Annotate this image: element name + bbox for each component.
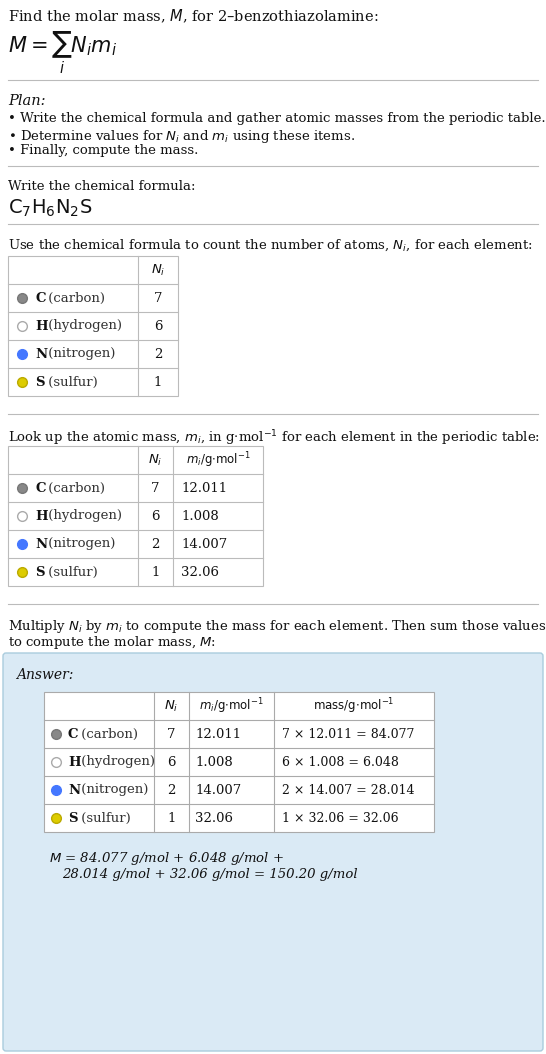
Text: $N_i$: $N_i$ xyxy=(149,452,163,468)
Text: (sulfur): (sulfur) xyxy=(44,375,98,389)
Text: $M = \sum_i N_i m_i$: $M = \sum_i N_i m_i$ xyxy=(8,30,117,76)
Text: 14.007: 14.007 xyxy=(195,783,241,797)
Text: • Finally, compute the mass.: • Finally, compute the mass. xyxy=(8,144,198,157)
Text: 6: 6 xyxy=(167,756,176,768)
Text: Multiply $N_i$ by $m_i$ to compute the mass for each element. Then sum those val: Multiply $N_i$ by $m_i$ to compute the m… xyxy=(8,618,546,635)
Text: 7: 7 xyxy=(167,727,176,741)
Bar xyxy=(8,446,263,586)
Bar xyxy=(8,256,178,396)
Text: Find the molar mass, $M$, for 2–benzothiazolamine:: Find the molar mass, $M$, for 2–benzothi… xyxy=(8,8,378,25)
Text: $N_i$: $N_i$ xyxy=(151,262,165,277)
Text: 12.011: 12.011 xyxy=(181,482,227,494)
Text: 12.011: 12.011 xyxy=(195,727,241,741)
Text: C: C xyxy=(35,292,45,305)
Text: 28.014 g/mol + 32.06 g/mol = 150.20 g/mol: 28.014 g/mol + 32.06 g/mol = 150.20 g/mo… xyxy=(62,868,358,881)
Text: 2: 2 xyxy=(151,538,159,550)
Text: (sulfur): (sulfur) xyxy=(77,812,130,824)
Text: mass/g$\cdot$mol$^{-1}$: mass/g$\cdot$mol$^{-1}$ xyxy=(313,697,395,716)
Text: 2: 2 xyxy=(154,348,162,360)
Text: 1: 1 xyxy=(167,812,176,824)
Text: Plan:: Plan: xyxy=(8,94,45,108)
Text: Answer:: Answer: xyxy=(16,668,73,682)
Text: 2: 2 xyxy=(167,783,176,797)
Text: 2 × 14.007 = 28.014: 2 × 14.007 = 28.014 xyxy=(282,783,414,797)
Text: H: H xyxy=(35,319,48,332)
Text: C: C xyxy=(35,482,45,494)
Text: C: C xyxy=(68,727,79,741)
Text: $\mathsf{C_7H_6N_2S}$: $\mathsf{C_7H_6N_2S}$ xyxy=(8,198,92,219)
Text: 1: 1 xyxy=(154,375,162,389)
Text: H: H xyxy=(35,509,48,523)
Text: 7: 7 xyxy=(154,292,162,305)
Text: to compute the molar mass, $M$:: to compute the molar mass, $M$: xyxy=(8,635,216,651)
Text: 1.008: 1.008 xyxy=(195,756,233,768)
Text: (hydrogen): (hydrogen) xyxy=(44,509,122,523)
Text: N: N xyxy=(68,783,80,797)
Text: 7 × 12.011 = 84.077: 7 × 12.011 = 84.077 xyxy=(282,727,414,741)
Text: 1.008: 1.008 xyxy=(181,509,219,523)
Text: Look up the atomic mass, $m_i$, in g$\cdot$mol$^{-1}$ for each element in the pe: Look up the atomic mass, $m_i$, in g$\cd… xyxy=(8,428,540,448)
Text: 1 × 32.06 = 32.06: 1 × 32.06 = 32.06 xyxy=(282,812,399,824)
Text: • Write the chemical formula and gather atomic masses from the periodic table.: • Write the chemical formula and gather … xyxy=(8,112,545,125)
Text: 7: 7 xyxy=(151,482,160,494)
Text: Write the chemical formula:: Write the chemical formula: xyxy=(8,180,195,193)
Text: $m_i$/g$\cdot$mol$^{-1}$: $m_i$/g$\cdot$mol$^{-1}$ xyxy=(199,697,264,716)
Text: 6: 6 xyxy=(151,509,160,523)
Text: $N_i$: $N_i$ xyxy=(164,699,179,714)
Text: $M$ = 84.077 g/mol + 6.048 g/mol +: $M$ = 84.077 g/mol + 6.048 g/mol + xyxy=(49,850,284,867)
Text: (nitrogen): (nitrogen) xyxy=(77,783,149,797)
Text: • Determine values for $N_i$ and $m_i$ using these items.: • Determine values for $N_i$ and $m_i$ u… xyxy=(8,128,355,145)
Text: (nitrogen): (nitrogen) xyxy=(44,538,115,550)
Text: 32.06: 32.06 xyxy=(181,566,219,579)
Text: S: S xyxy=(35,566,45,579)
Bar xyxy=(44,692,434,832)
FancyBboxPatch shape xyxy=(3,653,543,1051)
Text: 32.06: 32.06 xyxy=(195,812,233,824)
Text: (carbon): (carbon) xyxy=(44,482,105,494)
Text: (carbon): (carbon) xyxy=(44,292,105,305)
Text: N: N xyxy=(35,538,47,550)
Text: 6 × 1.008 = 6.048: 6 × 1.008 = 6.048 xyxy=(282,756,399,768)
Text: N: N xyxy=(35,348,47,360)
Text: S: S xyxy=(68,812,78,824)
Text: (nitrogen): (nitrogen) xyxy=(44,348,115,360)
Text: (sulfur): (sulfur) xyxy=(44,566,98,579)
Text: H: H xyxy=(68,756,81,768)
Text: (carbon): (carbon) xyxy=(77,727,138,741)
Text: $m_i$/g$\cdot$mol$^{-1}$: $m_i$/g$\cdot$mol$^{-1}$ xyxy=(186,450,250,470)
Text: 6: 6 xyxy=(154,319,162,332)
Text: 1: 1 xyxy=(151,566,159,579)
Text: (hydrogen): (hydrogen) xyxy=(77,756,155,768)
Text: Use the chemical formula to count the number of atoms, $N_i$, for each element:: Use the chemical formula to count the nu… xyxy=(8,238,533,253)
Text: S: S xyxy=(35,375,45,389)
Text: 14.007: 14.007 xyxy=(181,538,227,550)
Text: (hydrogen): (hydrogen) xyxy=(44,319,122,332)
